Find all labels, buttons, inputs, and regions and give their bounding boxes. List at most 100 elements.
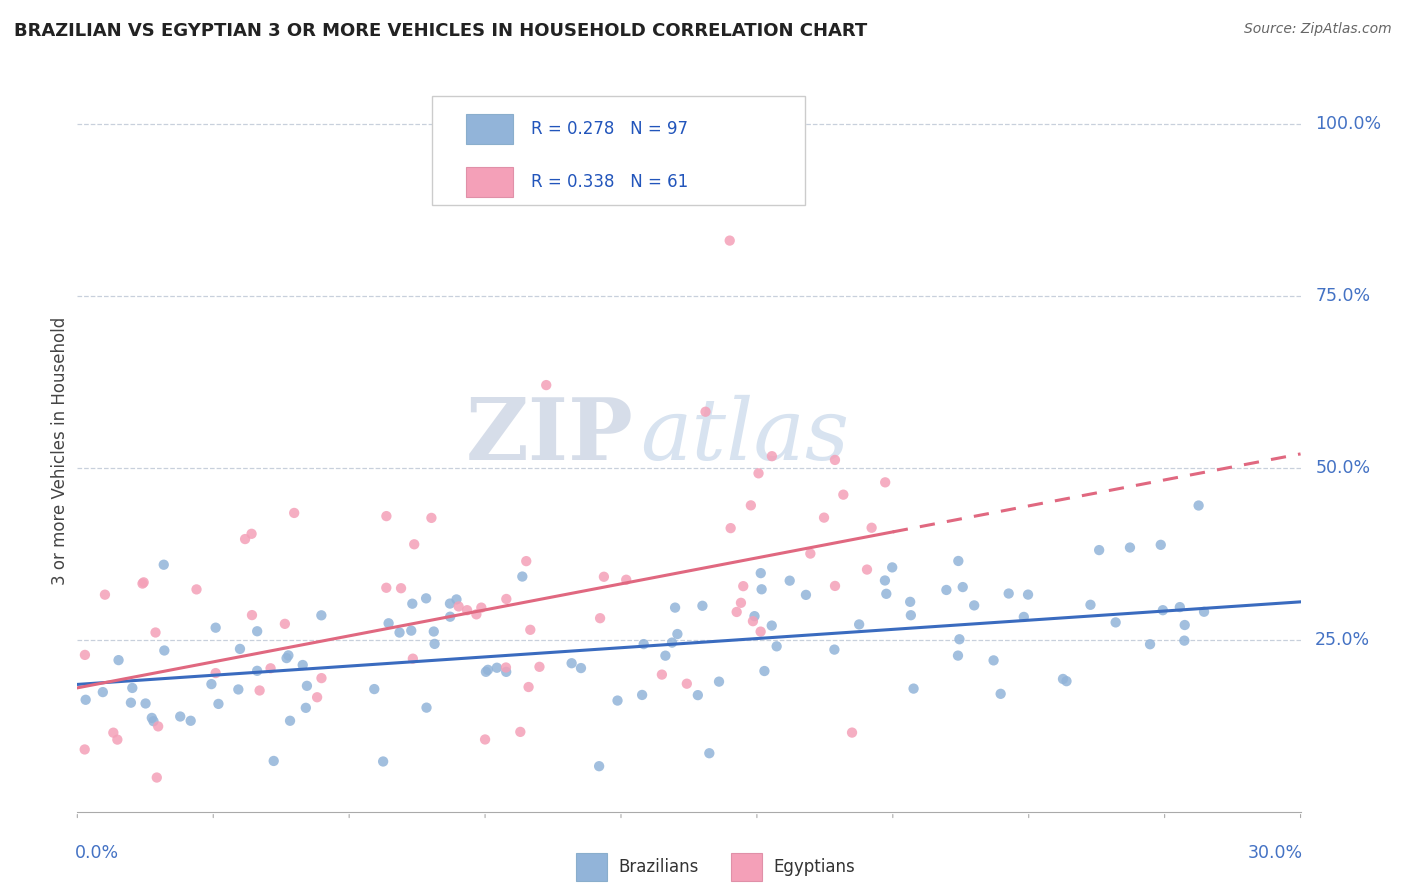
Point xyxy=(135,697,157,711)
Point xyxy=(233,532,256,546)
Point xyxy=(779,574,801,588)
Text: 0.0%: 0.0% xyxy=(75,844,120,863)
Point xyxy=(510,569,533,583)
Point xyxy=(1187,499,1209,513)
Point xyxy=(1056,674,1078,689)
Point xyxy=(633,637,655,651)
Point xyxy=(900,608,922,623)
Point xyxy=(291,658,314,673)
Point xyxy=(692,599,714,613)
Point xyxy=(94,588,117,602)
Point xyxy=(146,719,169,733)
Point xyxy=(91,685,114,699)
Point xyxy=(1080,598,1102,612)
Point xyxy=(1168,600,1191,615)
Point xyxy=(153,643,176,657)
Point xyxy=(824,579,846,593)
Point xyxy=(375,509,398,524)
Point xyxy=(423,637,446,651)
Point xyxy=(371,755,394,769)
Point xyxy=(588,759,610,773)
Point xyxy=(474,732,496,747)
Point xyxy=(307,690,329,705)
Point xyxy=(1173,633,1195,648)
Point xyxy=(1174,618,1197,632)
Point xyxy=(740,499,762,513)
Point xyxy=(824,453,846,467)
Point xyxy=(75,693,97,707)
Point xyxy=(477,663,499,677)
Point xyxy=(675,676,697,690)
Point xyxy=(152,558,174,572)
Text: Brazilians: Brazilians xyxy=(619,858,699,876)
Point xyxy=(744,609,766,624)
Point xyxy=(754,664,776,678)
Point xyxy=(832,488,855,502)
Point xyxy=(946,648,969,663)
Point xyxy=(389,581,412,595)
FancyBboxPatch shape xyxy=(467,167,513,197)
Point xyxy=(1017,588,1039,602)
Point xyxy=(963,599,986,613)
Point xyxy=(725,605,748,619)
Point xyxy=(686,688,709,702)
Point xyxy=(132,575,155,590)
Point xyxy=(278,714,301,728)
Point xyxy=(730,596,752,610)
Point xyxy=(402,651,425,665)
Point xyxy=(229,641,252,656)
Text: 75.0%: 75.0% xyxy=(1315,286,1371,305)
Point xyxy=(799,547,821,561)
Point xyxy=(169,709,191,723)
Point xyxy=(823,642,845,657)
Point xyxy=(146,771,169,785)
Point xyxy=(404,537,426,551)
Point xyxy=(207,697,229,711)
Point xyxy=(446,592,468,607)
Point xyxy=(990,687,1012,701)
Point xyxy=(470,600,492,615)
Point xyxy=(295,701,318,715)
Point xyxy=(1088,543,1111,558)
Point xyxy=(875,587,897,601)
Point xyxy=(105,732,128,747)
Point xyxy=(813,510,835,524)
Point xyxy=(142,714,165,729)
Point xyxy=(423,624,446,639)
Point xyxy=(73,648,96,662)
Point xyxy=(751,582,773,597)
Point xyxy=(695,405,717,419)
Point xyxy=(742,614,765,628)
Point xyxy=(661,635,683,649)
Point xyxy=(259,661,281,675)
Point xyxy=(295,679,318,693)
Point xyxy=(875,475,897,490)
Text: 100.0%: 100.0% xyxy=(1315,114,1381,133)
Point xyxy=(228,682,250,697)
Point xyxy=(614,573,637,587)
Text: atlas: atlas xyxy=(640,394,849,477)
Point xyxy=(277,648,299,663)
Point xyxy=(1192,605,1215,619)
Point xyxy=(375,581,398,595)
Point xyxy=(141,711,163,725)
Text: ZIP: ZIP xyxy=(467,394,634,478)
Point xyxy=(948,632,970,647)
Point xyxy=(664,600,686,615)
Text: R = 0.278   N = 97: R = 0.278 N = 97 xyxy=(531,120,688,138)
Point xyxy=(276,651,298,665)
Point xyxy=(515,554,537,568)
Point xyxy=(569,661,592,675)
Point xyxy=(200,677,222,691)
Point xyxy=(997,586,1019,600)
Point xyxy=(948,554,970,568)
Point xyxy=(761,618,783,632)
Point xyxy=(377,616,399,631)
Point xyxy=(388,625,411,640)
Point xyxy=(204,621,226,635)
Point xyxy=(935,582,957,597)
Point xyxy=(415,700,437,714)
Point xyxy=(439,597,461,611)
FancyBboxPatch shape xyxy=(432,96,806,205)
Text: R = 0.338   N = 61: R = 0.338 N = 61 xyxy=(531,173,689,191)
